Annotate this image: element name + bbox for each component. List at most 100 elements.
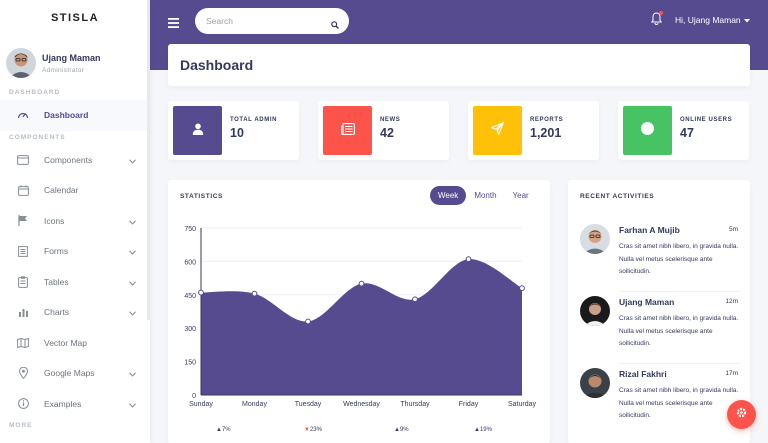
y-tick-label: 750 [184,226,196,233]
paper-plane-icon [491,121,504,140]
sidebar-item-components[interactable]: Components [0,145,150,176]
stat-value: 42 [380,126,394,140]
sidebar-item-label: Tables [44,276,69,287]
period-tabs: Week Month Year [430,186,537,205]
chevron-down-icon [129,156,136,166]
y-tick-label: 300 [184,326,196,333]
search-input[interactable] [206,16,326,26]
activity-item[interactable]: Ujang Maman 12m Cras sit amet nibh liber… [580,296,740,356]
chevron-down-icon [129,369,136,379]
window-icon [17,154,29,166]
data-point [358,280,365,287]
data-point [519,285,525,292]
stat-icon-box [173,106,222,155]
sidebar-item-label: Calendar [44,185,79,196]
stat-value: 1,201 [530,126,562,140]
page-title: Dashboard [180,57,254,73]
sidebar-item-label: Icons [44,215,65,226]
activity-name: Ujang Maman [619,297,675,307]
arrow-up-icon: ▲ [394,427,400,433]
sidebar-item-charts[interactable]: Charts [0,297,150,328]
gear-icon [735,406,748,424]
circle-icon [641,121,654,140]
sidebar-item-label: Vector Map [44,337,87,348]
statistics-chart: 0 150 300 450 600 750 Sunday Monday Tuesday Wedne… [184,226,536,408]
sidebar-scrollbar[interactable] [147,0,150,320]
sidebar-item-tables[interactable]: Tables [0,267,150,298]
stat-icon-box [623,106,672,155]
sidebar-item-label: Dashboard [44,110,89,121]
x-tick-label: Wednesday [343,401,380,408]
summary-change: ▲19% [474,427,492,433]
avatar [580,224,610,254]
x-tick-label: Thursday [400,401,430,408]
sidebar-user[interactable]: Ujang Maman Administrator [0,36,150,86]
sidebar-item-label: Forms [44,246,69,257]
stat-label: NEWS [380,117,401,123]
arrow-up-icon: ▲ [474,427,480,433]
chevron-down-icon [129,400,136,410]
x-tick-label: Friday [459,401,479,408]
stat-card-online-users: ONLINE USERS 47 [618,101,749,160]
bar-chart-icon [17,306,29,318]
info-icon [17,398,29,410]
tab-week[interactable]: Week [430,186,467,205]
tab-month[interactable]: Month [474,191,497,200]
user-role: Administrator [42,66,85,74]
stat-icon-box [323,106,372,155]
activity-text: Cras sit amet nibh libero, in gravida nu… [619,315,739,347]
recent-activities-card: RECENT ACTIVITIES Farhan A Mujib 5m Cras… [568,180,750,443]
y-tick-label: 450 [184,293,196,300]
stat-label: ONLINE USERS [680,117,733,123]
data-point [412,296,418,303]
menu-header-dashboard: DASHBOARD [9,89,61,96]
chevron-down-icon [129,217,136,227]
caret-down-icon [743,15,750,25]
activities-title: RECENT ACTIVITIES [580,193,655,200]
map-pin-icon [17,367,29,380]
y-tick-label: 150 [184,360,196,367]
sidebar-item-google-maps[interactable]: Google Maps [0,358,150,389]
user-name: Ujang Maman [42,52,101,63]
activity-time: 5m [728,226,738,233]
sidebar-item-label: Google Maps [44,368,95,379]
bell-icon[interactable] [650,12,663,30]
hamburger-menu-icon[interactable] [168,15,179,33]
data-point [251,290,258,297]
arrow-down-icon: ▼ [304,427,310,433]
activity-item[interactable]: Rizal Fakhri 17m Cras sit amet nibh libe… [580,368,740,428]
summary-change: ▲7% [216,427,231,433]
brand-logo[interactable]: STISLA [50,12,100,24]
menu-header-components: COMPONENTS [9,133,66,141]
activity-text: Cras sit amet nibh libero, in gravida nu… [619,387,739,419]
sidebar-item-vector-map[interactable]: Vector Map [0,328,150,359]
summary-change: ▲9% [394,427,409,433]
activity-item[interactable]: Farhan A Mujib 5m Cras sit amet nibh lib… [580,224,740,284]
statistics-card: STATISTICS Week Month Year 0 150 300 450 600… [168,180,550,443]
sidebar-item-icons[interactable]: Icons [0,206,150,237]
sidebar-item-examples[interactable]: Examples [0,389,150,420]
sidebar-item-calendar[interactable]: Calendar [0,175,150,206]
y-tick-label: 0 [192,393,196,400]
tab-year[interactable]: Year [512,191,529,200]
settings-fab-button[interactable] [727,400,756,429]
activity-name: Farhan A Mujib [619,225,680,235]
clipboard-icon [17,276,29,288]
user-dropdown[interactable]: Hi, Ujang Maman [675,15,750,25]
summary-change: ▼23% [304,427,322,433]
arrow-up-icon: ▲ [216,427,222,433]
stat-card-news: NEWS 42 [318,101,449,160]
sidebar-item-dashboard[interactable]: Dashboard [0,100,150,131]
data-point [305,318,311,325]
sidebar-item-forms[interactable]: Forms [0,236,150,267]
stat-value: 47 [680,126,694,140]
search-icon[interactable] [331,16,339,34]
divider [619,291,740,292]
x-tick-label: Monday [242,401,267,408]
chevron-down-icon [129,308,136,318]
section-header: Dashboard [168,44,750,86]
sidebar-item-label: Charts [44,307,70,318]
x-tick-label: Sunday [189,401,213,408]
statistics-title: STATISTICS [180,193,223,200]
data-point [198,289,204,296]
